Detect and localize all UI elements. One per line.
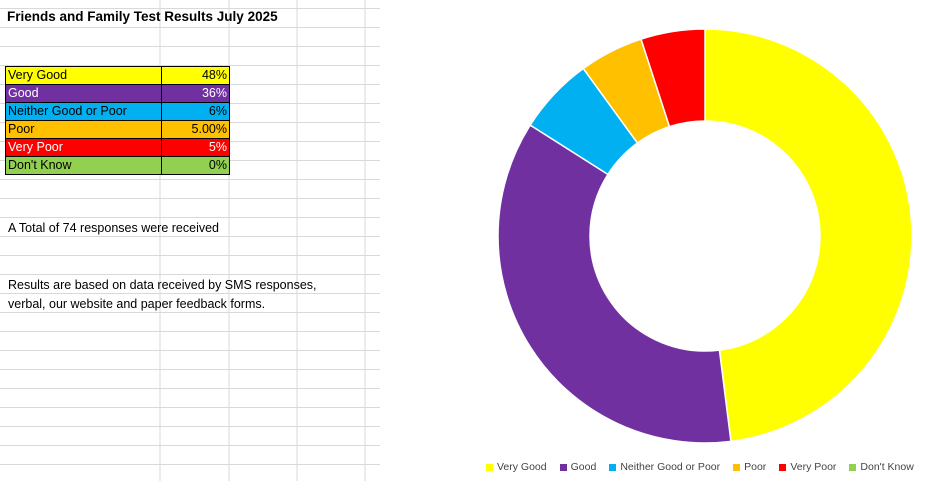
table-row: Don't Know 0% xyxy=(5,156,230,175)
percent-cell[interactable]: 6% xyxy=(161,102,230,121)
legend-label: Neither Good or Poor xyxy=(620,461,721,473)
legend-item: Good xyxy=(559,461,597,473)
source-note-line-2: verbal, our website and paper feedback f… xyxy=(8,297,266,311)
legend-swatch xyxy=(609,463,617,471)
legend-label: Very Good xyxy=(497,461,547,473)
results-table: Very Good 48% Good 36% Neither Good or Poor 6… xyxy=(5,66,230,175)
percent-cell[interactable]: 0% xyxy=(161,156,230,175)
legend-item: Very Good xyxy=(486,461,547,473)
legend-label: Poor xyxy=(744,461,767,473)
doughnut-slice-very-poor[interactable] xyxy=(640,28,706,128)
category-label-cell[interactable]: Don't Know xyxy=(5,156,162,175)
source-note-line-1: Results are based on data received by SM… xyxy=(8,278,317,292)
legend-label: Good xyxy=(570,461,597,473)
percent-cell[interactable]: 5% xyxy=(161,138,230,157)
chart-legend: Very Good Good Neither Good or Poor Poor Ver… xyxy=(486,461,914,473)
percent-cell[interactable]: 48% xyxy=(161,66,230,85)
legend-swatch xyxy=(849,463,857,471)
doughnut-slice-good[interactable] xyxy=(497,124,732,444)
table-row: Neither Good or Poor 6% xyxy=(5,102,230,121)
legend-swatch xyxy=(733,463,741,471)
legend-swatch xyxy=(559,463,567,471)
table-row: Very Good 48% xyxy=(5,66,230,85)
legend-label: Very Poor xyxy=(790,461,837,473)
sheet-title: Friends and Family Test Results July 202… xyxy=(7,9,278,24)
legend-item: Neither Good or Poor xyxy=(609,461,720,473)
total-responses-text: A Total of 74 responses were received xyxy=(8,221,220,235)
doughnut-chart[interactable] xyxy=(380,0,947,481)
legend-label: Don't Know xyxy=(860,461,914,473)
category-label-cell[interactable]: Neither Good or Poor xyxy=(5,102,162,121)
table-row: Very Poor 5% xyxy=(5,138,230,157)
legend-swatch xyxy=(486,463,493,471)
table-row: Poor 5.00% xyxy=(5,120,230,139)
category-label-cell[interactable]: Very Poor xyxy=(5,138,162,157)
legend-item: Poor xyxy=(733,461,766,473)
percent-cell[interactable]: 5.00% xyxy=(161,120,230,139)
category-label-cell[interactable]: Very Good xyxy=(5,66,162,85)
legend-item: Don't Know xyxy=(849,461,914,473)
legend-swatch xyxy=(779,463,787,471)
category-label-cell[interactable]: Good xyxy=(5,84,162,103)
category-label-cell[interactable]: Poor xyxy=(5,120,162,139)
percent-cell[interactable]: 36% xyxy=(161,84,230,103)
legend-item: Very Poor xyxy=(779,461,836,473)
doughnut-slice-very-good[interactable] xyxy=(704,28,913,443)
table-row: Good 36% xyxy=(5,84,230,103)
